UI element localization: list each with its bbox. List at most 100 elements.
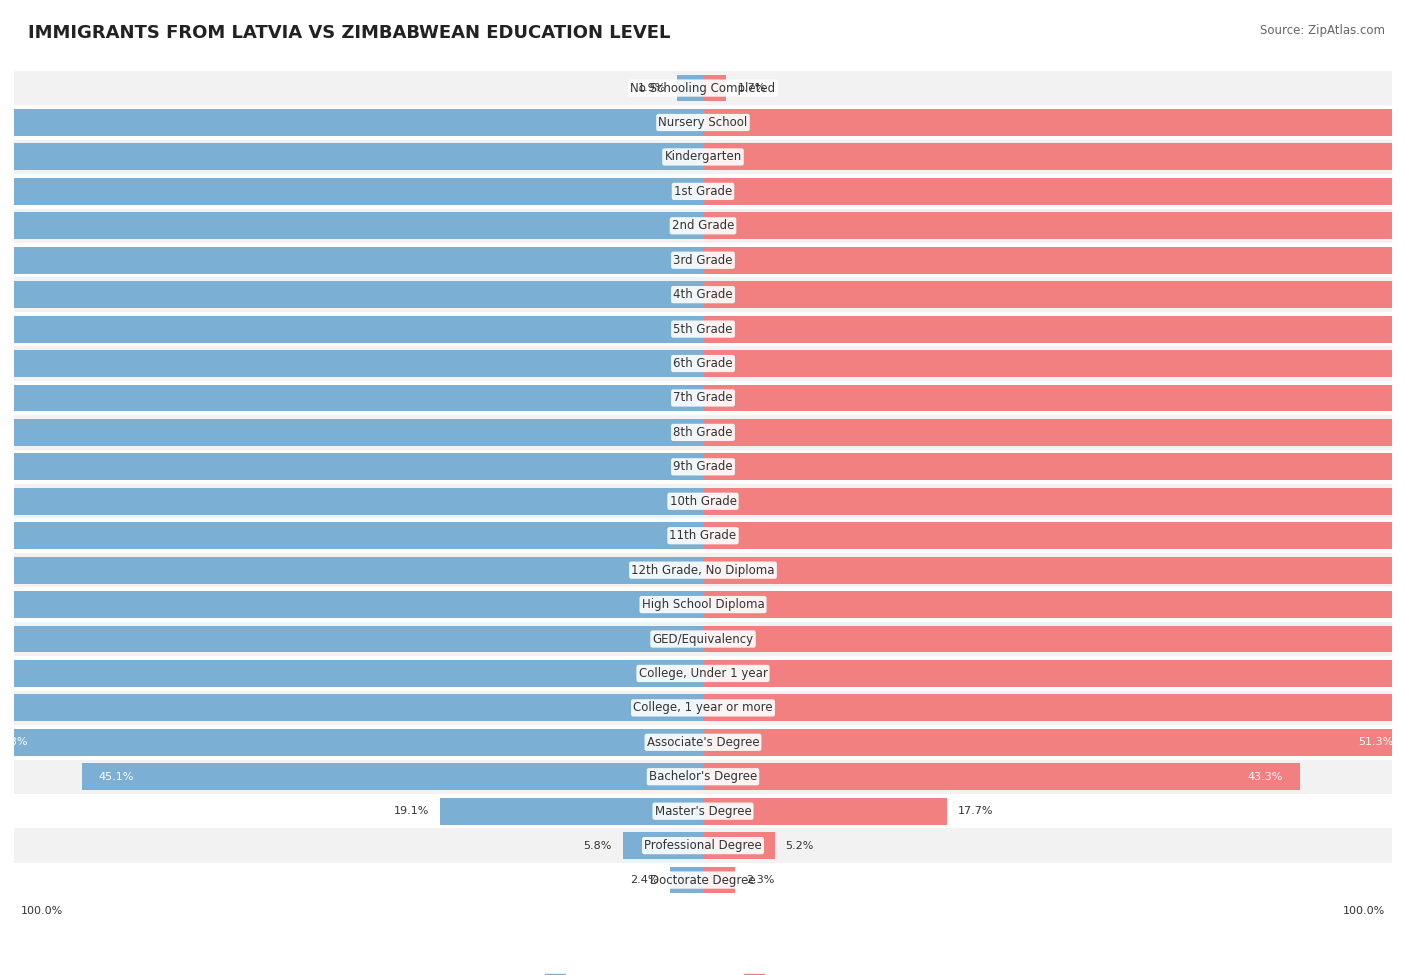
Bar	[703, 729, 1406, 756]
Bar	[703, 488, 1406, 515]
Bar	[703, 626, 1406, 652]
Bar	[703, 694, 1406, 722]
Bar	[703, 109, 1406, 136]
Bar	[703, 591, 1406, 618]
Bar	[14, 760, 1392, 794]
Bar	[0, 488, 703, 515]
Text: 17.7%: 17.7%	[957, 806, 994, 816]
Bar	[14, 656, 1392, 690]
Text: Doctorate Degree: Doctorate Degree	[650, 874, 756, 886]
Bar	[14, 175, 1392, 209]
Text: 43.3%: 43.3%	[1247, 772, 1284, 782]
Text: Nursery School: Nursery School	[658, 116, 748, 129]
Bar	[0, 626, 703, 652]
Text: 100.0%: 100.0%	[21, 906, 63, 916]
Text: GED/Equivalency: GED/Equivalency	[652, 633, 754, 645]
Text: 1.9%: 1.9%	[637, 83, 666, 93]
Legend: Immigrants from Latvia, Zimbabwean: Immigrants from Latvia, Zimbabwean	[540, 969, 866, 975]
Text: 45.1%: 45.1%	[98, 772, 134, 782]
Bar	[669, 867, 703, 893]
Bar	[676, 75, 703, 101]
Bar	[14, 449, 1392, 484]
Text: 2nd Grade: 2nd Grade	[672, 219, 734, 232]
Bar	[703, 419, 1406, 446]
Text: College, 1 year or more: College, 1 year or more	[633, 701, 773, 715]
Text: 1.7%: 1.7%	[738, 83, 766, 93]
Bar	[14, 690, 1392, 725]
Bar	[14, 553, 1392, 587]
Text: 3rd Grade: 3rd Grade	[673, 254, 733, 267]
Text: 1st Grade: 1st Grade	[673, 185, 733, 198]
Bar	[703, 281, 1406, 308]
Bar	[703, 453, 1406, 481]
Bar	[0, 143, 703, 171]
Text: 5th Grade: 5th Grade	[673, 323, 733, 335]
Text: College, Under 1 year: College, Under 1 year	[638, 667, 768, 680]
Text: Master's Degree: Master's Degree	[655, 804, 751, 818]
Bar	[703, 798, 946, 825]
Bar	[14, 209, 1392, 243]
Bar	[703, 143, 1406, 171]
Bar	[703, 75, 727, 101]
Bar	[14, 587, 1392, 622]
Bar	[14, 278, 1392, 312]
Bar	[14, 381, 1392, 415]
Bar	[0, 177, 703, 205]
Bar	[0, 694, 703, 722]
Text: Source: ZipAtlas.com: Source: ZipAtlas.com	[1260, 24, 1385, 37]
Bar	[14, 71, 1392, 105]
Bar	[14, 105, 1392, 139]
Text: 2.3%: 2.3%	[745, 875, 775, 885]
Text: 52.8%: 52.8%	[0, 737, 28, 747]
Text: 12th Grade, No Diploma: 12th Grade, No Diploma	[631, 564, 775, 576]
Bar	[14, 863, 1392, 897]
Bar	[14, 484, 1392, 519]
Bar	[14, 243, 1392, 278]
Text: 2.4%: 2.4%	[630, 875, 659, 885]
Bar	[703, 557, 1406, 584]
Bar	[14, 139, 1392, 175]
Bar	[703, 384, 1406, 411]
Bar	[703, 763, 1299, 790]
Bar	[703, 867, 735, 893]
Text: No Schooling Completed: No Schooling Completed	[630, 82, 776, 95]
Bar	[14, 346, 1392, 381]
Bar	[14, 794, 1392, 829]
Text: 7th Grade: 7th Grade	[673, 392, 733, 405]
Text: 51.3%: 51.3%	[1358, 737, 1393, 747]
Text: Bachelor's Degree: Bachelor's Degree	[650, 770, 756, 783]
Bar	[0, 350, 703, 377]
Bar	[0, 316, 703, 342]
Bar	[623, 833, 703, 859]
Bar	[0, 591, 703, 618]
Bar	[14, 725, 1392, 760]
Bar	[703, 247, 1406, 274]
Text: 100.0%: 100.0%	[1343, 906, 1385, 916]
Bar	[703, 523, 1406, 549]
Bar	[703, 316, 1406, 342]
Bar	[82, 763, 703, 790]
Text: 9th Grade: 9th Grade	[673, 460, 733, 473]
Text: 10th Grade: 10th Grade	[669, 494, 737, 508]
Bar	[703, 833, 775, 859]
Text: Kindergarten: Kindergarten	[665, 150, 741, 164]
Text: Associate's Degree: Associate's Degree	[647, 736, 759, 749]
Bar	[0, 109, 703, 136]
Text: 5.8%: 5.8%	[583, 840, 612, 850]
Bar	[14, 312, 1392, 346]
Text: High School Diploma: High School Diploma	[641, 598, 765, 611]
Bar	[0, 523, 703, 549]
Bar	[440, 798, 703, 825]
Text: Professional Degree: Professional Degree	[644, 839, 762, 852]
Bar	[703, 213, 1406, 239]
Bar	[0, 557, 703, 584]
Bar	[703, 177, 1406, 205]
Bar	[0, 419, 703, 446]
Text: 6th Grade: 6th Grade	[673, 357, 733, 370]
Text: IMMIGRANTS FROM LATVIA VS ZIMBABWEAN EDUCATION LEVEL: IMMIGRANTS FROM LATVIA VS ZIMBABWEAN EDU…	[28, 24, 671, 42]
Bar	[703, 660, 1406, 686]
Text: 19.1%: 19.1%	[394, 806, 429, 816]
Bar	[703, 350, 1406, 377]
Text: 8th Grade: 8th Grade	[673, 426, 733, 439]
Bar	[0, 384, 703, 411]
